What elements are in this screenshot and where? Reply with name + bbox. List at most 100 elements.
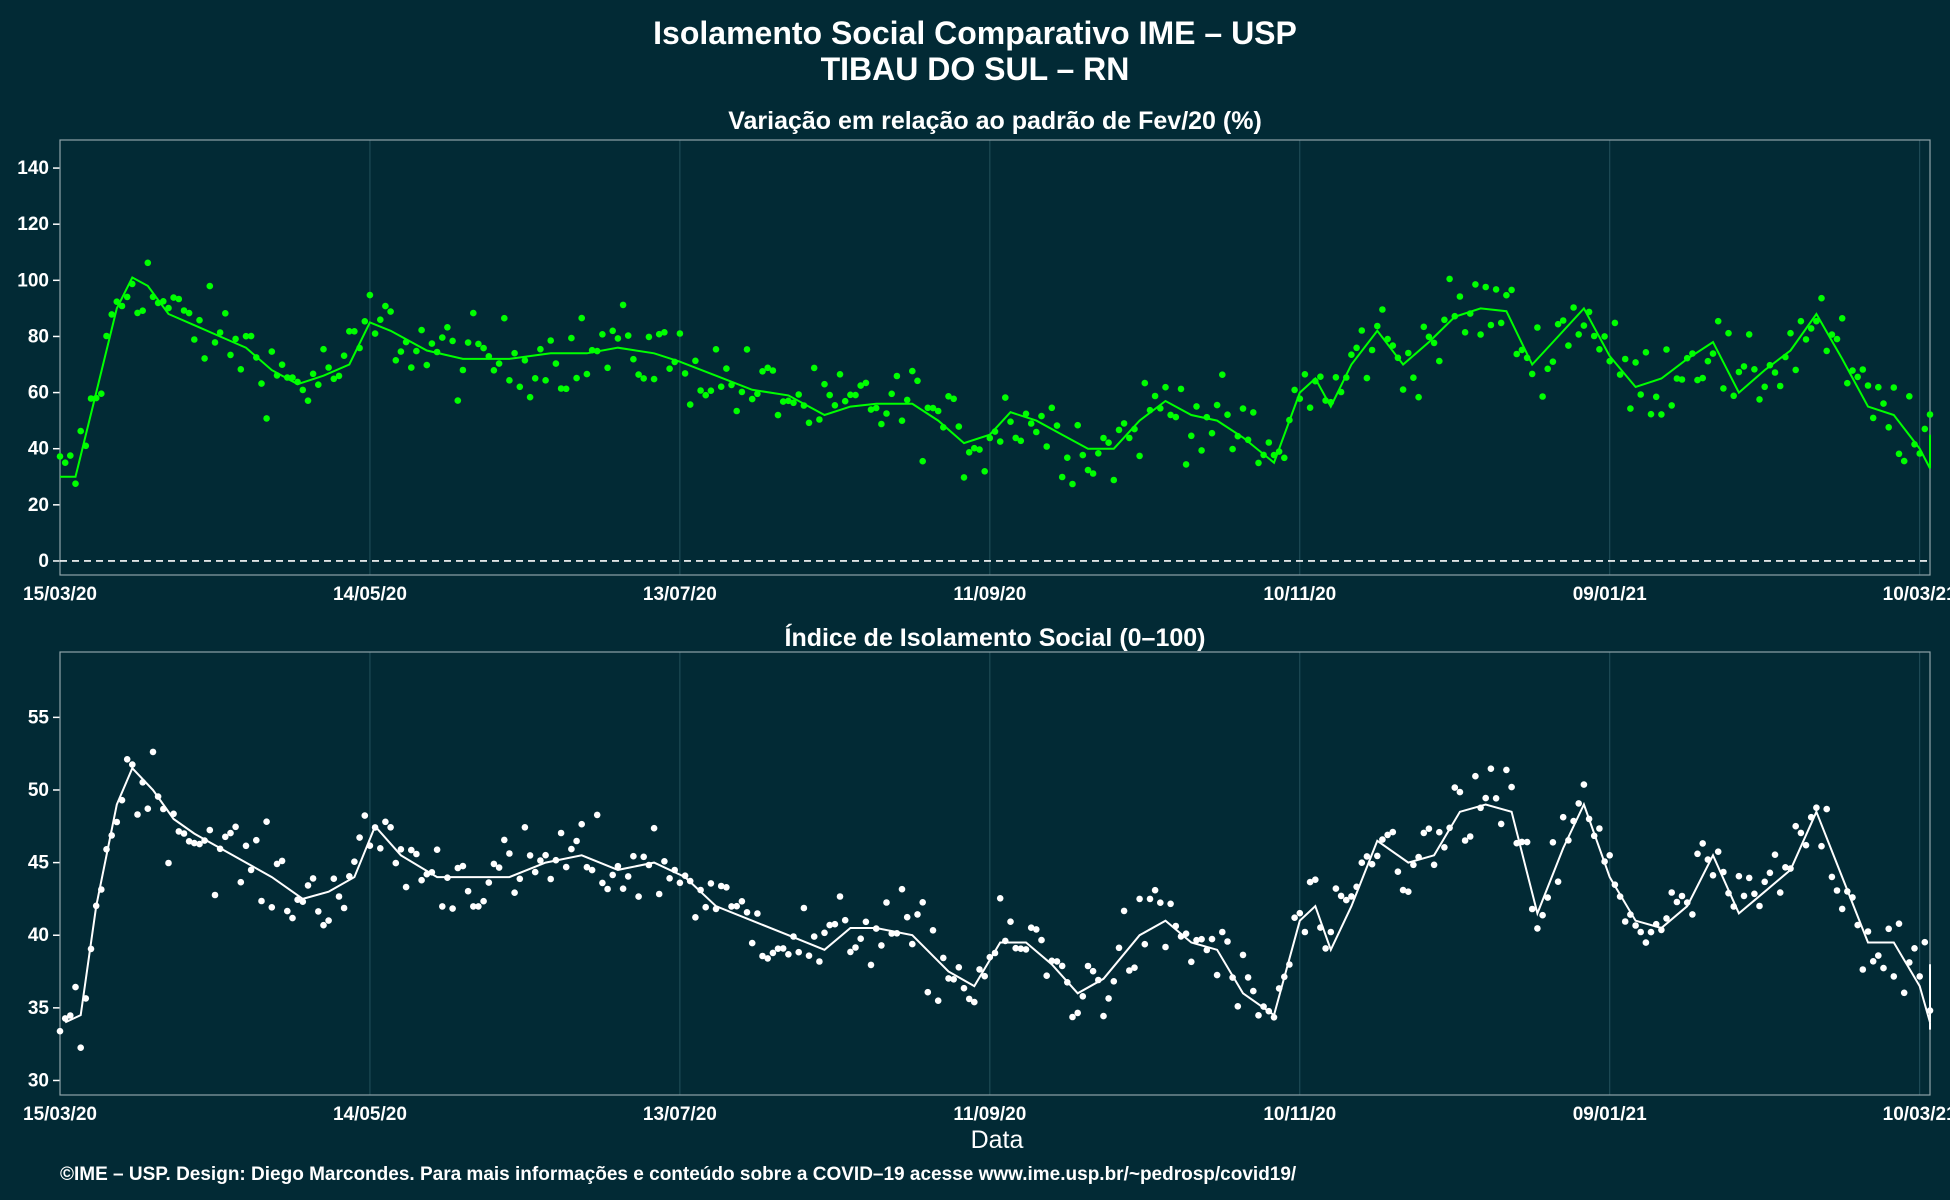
data-point	[1528, 905, 1536, 913]
data-point	[1296, 909, 1304, 917]
data-point	[1616, 893, 1624, 900]
data-point	[1229, 974, 1236, 981]
y-tick-label: 80	[28, 326, 49, 347]
data-point	[1172, 413, 1180, 421]
moving-average-line	[60, 276, 1931, 478]
data-point	[1239, 951, 1247, 959]
data-point	[464, 339, 472, 346]
data-point	[1120, 420, 1128, 427]
data-point	[1906, 959, 1913, 966]
data-point	[960, 984, 968, 992]
data-point	[588, 346, 596, 354]
data-point	[707, 387, 715, 395]
data-point	[351, 858, 358, 865]
data-point	[733, 902, 740, 910]
data-point	[991, 428, 999, 435]
data-point	[661, 858, 668, 865]
data-point	[1678, 376, 1686, 383]
data-point	[681, 872, 689, 879]
data-point	[816, 958, 823, 965]
data-point	[1430, 339, 1438, 347]
data-point	[578, 820, 585, 828]
data-point	[56, 1027, 64, 1035]
data-point	[1451, 784, 1459, 791]
data-point	[103, 846, 110, 853]
data-point	[1079, 451, 1087, 459]
data-point	[1735, 872, 1743, 880]
data-point	[92, 394, 100, 402]
data-point	[816, 416, 823, 423]
data-point	[1756, 396, 1763, 403]
data-point	[981, 468, 988, 475]
data-point	[950, 395, 957, 403]
data-point	[1900, 457, 1908, 465]
data-point	[748, 939, 756, 947]
data-point	[728, 381, 735, 389]
data-point	[1596, 825, 1603, 832]
data-point	[1337, 388, 1345, 396]
data-point	[1260, 1003, 1267, 1010]
data-point	[72, 480, 79, 488]
data-point	[661, 329, 668, 336]
data-point	[428, 340, 436, 347]
data-point	[227, 351, 234, 359]
data-point	[216, 329, 224, 336]
data-point	[1503, 766, 1510, 774]
data-point	[185, 838, 193, 845]
data-point	[733, 407, 740, 415]
data-point	[1632, 922, 1639, 929]
data-point	[867, 406, 875, 413]
data-point	[165, 859, 172, 867]
data-point	[862, 379, 870, 387]
data-point	[330, 875, 338, 882]
data-point	[1849, 894, 1856, 901]
data-point	[1441, 316, 1448, 324]
data-point	[986, 434, 994, 442]
data-point	[247, 866, 255, 874]
data-point	[1172, 922, 1180, 930]
data-point	[1818, 842, 1825, 850]
data-point	[242, 842, 250, 850]
data-point	[1497, 820, 1505, 828]
data-point	[439, 903, 446, 910]
y-tick-label: 35	[28, 998, 50, 1019]
data-point	[831, 402, 839, 409]
data-point	[346, 328, 353, 335]
data-point	[1585, 308, 1593, 316]
data-point	[433, 846, 441, 853]
data-point	[1182, 461, 1190, 468]
data-point	[1327, 398, 1335, 406]
data-point	[77, 1044, 84, 1051]
y-tick-label: 45	[28, 853, 50, 874]
data-point	[1875, 383, 1882, 391]
data-point	[408, 846, 415, 854]
data-point	[712, 346, 720, 353]
data-point	[1198, 935, 1205, 943]
data-point	[676, 330, 684, 337]
data-point	[1374, 852, 1381, 860]
data-point	[377, 845, 384, 852]
data-point	[965, 449, 973, 456]
data-point	[397, 348, 405, 355]
data-point	[764, 364, 771, 372]
data-point	[1265, 1007, 1273, 1015]
data-point	[82, 995, 90, 1002]
data-point	[1523, 354, 1531, 362]
data-point	[1038, 936, 1045, 944]
data-point	[759, 952, 766, 960]
data-point	[340, 352, 348, 360]
data-point	[108, 311, 115, 318]
data-point	[1379, 836, 1386, 843]
data-point	[934, 407, 942, 415]
data-point	[1673, 375, 1681, 382]
data-point	[754, 390, 761, 398]
data-point	[1312, 377, 1319, 385]
data-point	[1766, 869, 1774, 877]
data-point	[810, 933, 818, 940]
data-point	[1585, 815, 1593, 823]
data-point	[1492, 795, 1500, 802]
data-point	[1410, 861, 1417, 869]
data-point	[1115, 426, 1123, 434]
data-point	[1606, 357, 1613, 365]
data-point	[1885, 925, 1892, 933]
